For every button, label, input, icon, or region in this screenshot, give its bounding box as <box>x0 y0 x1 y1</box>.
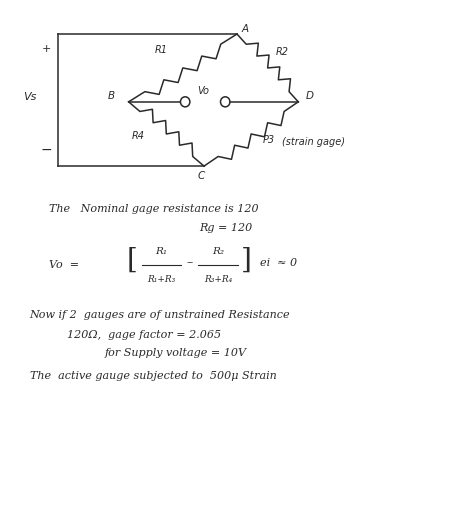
Text: +: + <box>41 43 51 54</box>
Text: B: B <box>107 91 115 102</box>
Text: R4: R4 <box>132 131 145 141</box>
Text: Vo  =: Vo = <box>48 260 79 270</box>
Text: –: – <box>187 256 193 269</box>
Text: ei  ≈ 0: ei ≈ 0 <box>260 258 297 268</box>
Text: for Supply voltage = 10V: for Supply voltage = 10V <box>105 348 247 359</box>
Text: 120Ω,  gage factor = 2.065: 120Ω, gage factor = 2.065 <box>67 330 221 340</box>
Text: The   Nominal gage resistance is 120: The Nominal gage resistance is 120 <box>48 205 258 214</box>
Text: [: [ <box>126 246 137 274</box>
Text: R₂: R₂ <box>212 246 224 256</box>
Text: R2: R2 <box>275 47 288 58</box>
Text: −: − <box>40 142 52 157</box>
Text: C: C <box>198 171 205 181</box>
Text: ]: ] <box>241 246 252 274</box>
Text: D: D <box>305 91 313 102</box>
Text: Now if 2  gauges are of unstrained Resistance: Now if 2 gauges are of unstrained Resist… <box>30 310 290 320</box>
Text: Vs: Vs <box>23 92 36 102</box>
Text: (strain gage): (strain gage) <box>282 137 345 147</box>
Text: The  active gauge subjected to  500μ Strain: The active gauge subjected to 500μ Strai… <box>30 371 276 381</box>
Text: A: A <box>242 24 249 33</box>
Text: R₁: R₁ <box>155 246 168 256</box>
Text: Rg = 120: Rg = 120 <box>199 223 253 233</box>
Text: R₃+R₄: R₃+R₄ <box>204 275 232 284</box>
Text: P3: P3 <box>263 135 275 145</box>
Text: R₁+R₃: R₁+R₃ <box>147 275 176 284</box>
Text: Vo: Vo <box>197 86 209 96</box>
Text: R1: R1 <box>155 45 168 55</box>
